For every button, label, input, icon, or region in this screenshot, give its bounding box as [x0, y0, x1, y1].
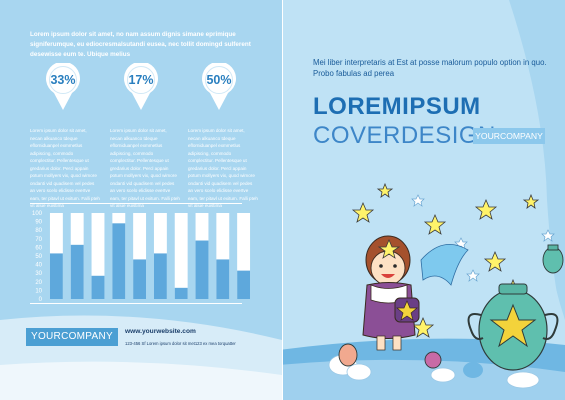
bar-9	[216, 259, 230, 299]
girl-with-jars-illustration	[328, 182, 564, 389]
stat-pin-2: 17%	[123, 61, 159, 110]
text-column-1: Lorem ipsum dolor sit amet, necan alkuan…	[30, 128, 100, 208]
y-tick-label: 80	[35, 228, 42, 234]
company-name-left: YOURCOMPANY	[30, 331, 113, 342]
address-text: 123-456 Sf Lorem ipsum dolor sit met123 …	[125, 341, 236, 346]
bar-10	[237, 270, 251, 299]
cover-title-line2: COVERDESIGN	[313, 122, 496, 149]
right-page: Mei liber interpretaris at Est at posse …	[283, 0, 565, 400]
text-column-2: Lorem ipsum dolor sit amet, necan alkuan…	[110, 128, 180, 208]
bar-7	[174, 287, 188, 299]
stat-value-2: 17%	[128, 73, 154, 87]
stat-value-1: 33%	[50, 73, 76, 87]
bar-5	[133, 259, 147, 299]
bar-8	[195, 240, 209, 299]
left-page: Lorem ipsum dolor sit amet, no nam assum…	[0, 0, 282, 400]
y-tick-label: 50	[35, 254, 42, 260]
company-name-right: YOURCOMPANY	[475, 131, 543, 141]
girl-figure	[362, 235, 420, 351]
intro-text: Lorem ipsum dolor sit amet, no nam assum…	[30, 31, 251, 58]
bar-2	[70, 244, 84, 299]
y-tick-label: 10	[35, 288, 42, 294]
jar-icon	[463, 283, 559, 378]
stat-pin-1: 33%	[45, 61, 81, 110]
bar-4	[112, 223, 126, 299]
bar-chart-svg: 0 10 20 30 40 50 60 70 80 90 100	[32, 211, 251, 303]
bar-1	[49, 253, 63, 299]
y-tick-label: 20	[35, 280, 42, 286]
cover-title-line1: LOREMIPSUM	[313, 93, 481, 120]
chart-bottom-rule	[30, 303, 242, 304]
bar-chart: 0 10 20 30 40 50 60 70 80 90 100	[24, 207, 254, 303]
y-tick-label: 60	[35, 245, 42, 251]
y-tick-label: 70	[35, 237, 42, 243]
company-badge-left: YOURCOMPANY	[26, 328, 118, 346]
text-column-3: Lorem ipsum dolor sit amet, necan alkuan…	[188, 128, 258, 208]
y-tick-label: 30	[35, 271, 42, 277]
y-tick-label: 0	[39, 297, 43, 303]
stat-value-3: 50%	[206, 73, 232, 87]
bar-6	[153, 253, 167, 299]
stat-pin-3: 50%	[201, 61, 237, 110]
y-tick-label: 100	[32, 211, 43, 217]
y-tick-label: 40	[35, 263, 42, 269]
chart-top-rule	[30, 203, 242, 204]
tagline-text: Mei liber interpretaris at Est at posse …	[313, 58, 547, 78]
bar-3	[91, 275, 105, 299]
company-badge-right: YOURCOMPANY	[473, 128, 545, 144]
website-text: www.yourwebsite.com	[125, 328, 196, 335]
bar-track	[174, 213, 188, 299]
y-tick-label: 90	[35, 220, 42, 226]
